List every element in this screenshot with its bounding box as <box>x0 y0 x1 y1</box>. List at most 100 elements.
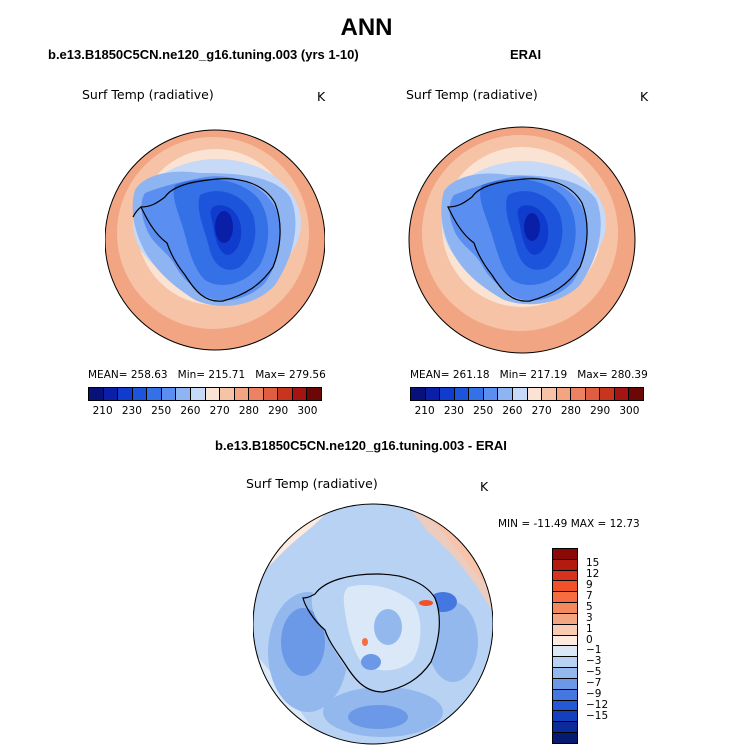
panel-1-colorbar-swatch <box>190 388 206 400</box>
panel-1-colorbar-ticks: 210 230 250 260 270 280 290 300 <box>88 405 322 419</box>
panel-1-colorbar-swatch <box>220 388 235 400</box>
difference-stats: MIN = -11.49 MAX = 12.73 <box>498 518 640 530</box>
difference-colorbar <box>552 548 578 744</box>
panel-2-colorbar-swatch <box>469 388 484 400</box>
difference-colorbar-tick-label: 12 <box>586 568 600 581</box>
difference-max-label: MAX = <box>570 518 607 530</box>
panel-2-colorbar-swatch <box>440 388 455 400</box>
difference-colorbar-tick-label: −15 <box>586 709 609 722</box>
panel-1-mean-value: 258.63 <box>130 369 168 381</box>
panel-1-colorbar-tick-label: 250 <box>151 405 172 417</box>
panel-2-colorbar-swatch <box>614 388 630 400</box>
panel-2-mean-value: 261.18 <box>452 369 490 381</box>
difference-title: b.e13.B1850C5CN.ne120_g16.tuning.003 - E… <box>215 438 507 453</box>
difference-units-label: K <box>480 479 489 494</box>
panel-2-colorbar-tick-label: 270 <box>531 405 552 417</box>
difference-colorbar-swatch <box>553 722 577 734</box>
difference-colorbar-swatch <box>553 624 577 636</box>
panel-1-colorbar-swatch <box>234 388 250 400</box>
panel-2-colorbar-swatch <box>585 388 601 400</box>
difference-colorbar-tick-label: 0 <box>586 633 593 646</box>
panel-2-colorbar-swatch <box>542 388 557 400</box>
panel-1-max-value: 279.56 <box>289 369 326 381</box>
panel-2-min-value: 217.19 <box>530 369 568 381</box>
panel-2-colorbar-tick-label: 210 <box>414 405 435 417</box>
difference-colorbar-tick-label: 5 <box>586 600 593 613</box>
panel-2-colorbar-swatch <box>556 388 572 400</box>
panel-2-colorbar-ticks: 210 230 250 260 270 280 290 300 <box>410 405 644 419</box>
panel-1-mean-label: MEAN= <box>88 369 128 381</box>
panel-2-colorbar <box>410 387 644 401</box>
difference-colorbar-swatch <box>553 689 577 701</box>
difference-colorbar-tick-label: −12 <box>586 698 609 711</box>
difference-colorbar-tick-label: −7 <box>586 677 602 690</box>
difference-colorbar-swatch <box>553 581 577 593</box>
panel-1-colorbar-swatch <box>118 388 133 400</box>
difference-colorbar-swatch <box>553 635 577 647</box>
difference-colorbar-swatch <box>553 678 577 690</box>
difference-colorbar-swatch <box>553 700 577 712</box>
difference-colorbar-tick-label: −9 <box>586 688 602 700</box>
panel-1-colorbar-swatch <box>147 388 162 400</box>
panel-1-colorbar-swatch <box>161 388 177 400</box>
panel-2-stats: MEAN= 261.18 Min= 217.19 Max= 280.39 <box>410 369 648 381</box>
panel-1-colorbar-tick-label: 230 <box>121 405 142 417</box>
panel-1-min-value: 215.71 <box>208 369 246 381</box>
panel-1-colorbar-swatch <box>205 388 221 400</box>
difference-variable-label: Surf Temp (radiative) <box>246 476 378 491</box>
panel-2-title: ERAI <box>510 47 542 62</box>
panel-1-colorbar-swatch <box>307 388 321 400</box>
panel-2-colorbar-tick-label: 230 <box>443 405 464 417</box>
panel-1-colorbar-tick-label: 270 <box>209 405 230 417</box>
panel-2-colorbar-swatch <box>483 388 499 400</box>
difference-colorbar-tick-label: −5 <box>586 666 602 679</box>
panel-2-colorbar-tick-label: 250 <box>473 405 494 417</box>
difference-colorbar-swatch <box>553 549 577 560</box>
difference-colorbar-swatch <box>553 646 577 658</box>
panel-1-colorbar-swatch <box>132 388 148 400</box>
panel-2-colorbar-swatch <box>498 388 513 400</box>
difference-colorbar-tick-label: −3 <box>586 655 602 668</box>
difference-colorbar-tick-label: 9 <box>586 579 593 592</box>
panel-1-colorbar-swatch <box>278 388 293 400</box>
difference-colorbar-swatch <box>553 570 577 582</box>
difference-min-value: -11.49 <box>533 518 568 530</box>
panel-1-colorbar-swatch <box>292 388 308 400</box>
panel-1-colorbar-swatch <box>103 388 119 400</box>
panel-1-stats: MEAN= 258.63 Min= 215.71 Max= 279.56 <box>88 369 326 381</box>
difference-colorbar-swatch <box>553 603 577 614</box>
panel-2-colorbar-tick-label: 260 <box>502 405 523 417</box>
panel-1-colorbar-tick-label: 290 <box>268 405 289 417</box>
panel-2-colorbar-swatch <box>454 388 470 400</box>
difference-max-value: 12.73 <box>609 518 640 530</box>
difference-polar-map <box>253 503 493 745</box>
difference-colorbar-ticks: 15 12 9 7 5 3 1 0 −1 −3 −5 −7 −9 −12 −15 <box>586 548 626 744</box>
panel-2-polar-map <box>408 126 636 354</box>
panel-2-colorbar-swatch <box>512 388 528 400</box>
difference-colorbar-swatch <box>553 733 577 743</box>
panel-1-colorbar-tick-label: 210 <box>92 405 113 417</box>
panel-2-max-value: 280.39 <box>611 369 648 381</box>
difference-min-label: MIN = <box>498 518 531 530</box>
difference-colorbar-swatch <box>553 613 577 625</box>
panel-2-colorbar-swatch <box>600 388 615 400</box>
difference-colorbar-swatch <box>553 668 577 679</box>
panel-2-variable-label: Surf Temp (radiative) <box>406 87 538 102</box>
difference-colorbar-tick-label: 7 <box>586 590 593 602</box>
panel-1-variable-label: Surf Temp (radiative) <box>82 87 214 102</box>
difference-colorbar-swatch <box>553 592 577 604</box>
panel-2-colorbar-swatch <box>527 388 543 400</box>
panel-1-colorbar-tick-label: 260 <box>180 405 201 417</box>
difference-colorbar-swatch <box>553 559 577 571</box>
difference-colorbar-tick-label: 3 <box>586 611 593 624</box>
panel-1-colorbar-tick-label: 300 <box>297 405 318 417</box>
difference-colorbar-swatch <box>553 657 577 669</box>
panel-2-colorbar-tick-label: 290 <box>590 405 611 417</box>
panel-1-max-label: Max= <box>255 369 286 381</box>
panel-1-polar-map <box>105 129 325 351</box>
panel-2-units-label: K <box>640 89 649 104</box>
difference-colorbar-tick-label: 1 <box>586 622 593 635</box>
difference-colorbar-swatch <box>553 711 577 723</box>
panel-1-colorbar-swatch <box>249 388 264 400</box>
panel-2-colorbar-tick-label: 300 <box>619 405 640 417</box>
